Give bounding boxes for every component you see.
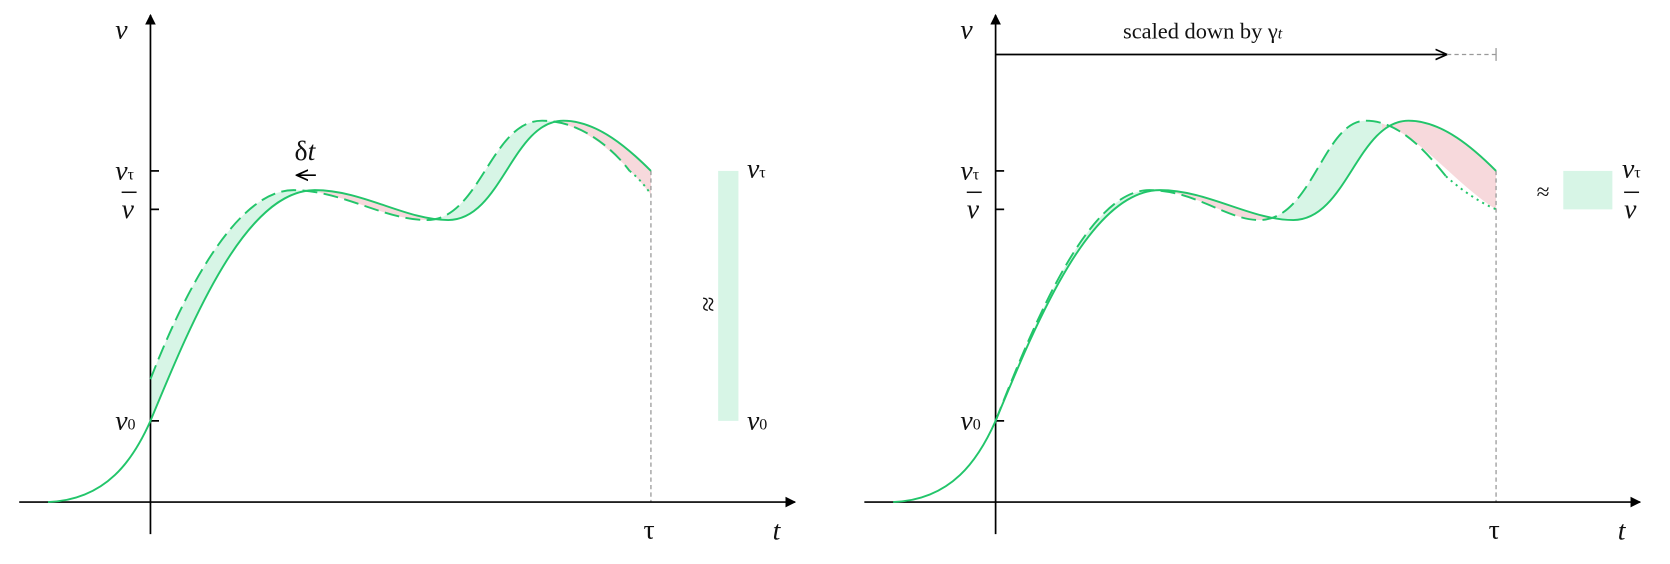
left-panel: v t vτ v v0 τ δt ≈ vτ v0 (19, 13, 797, 546)
scaled-curve (994, 119, 1447, 422)
approx: ≈ (1537, 180, 1550, 206)
scale-note: scaled down by γt (1123, 18, 1283, 43)
v-axis-label: v (115, 14, 128, 45)
range-bar (1563, 170, 1613, 210)
gain-area (995, 120, 1382, 421)
t-axis-label: t (1618, 515, 1627, 546)
shifted-curve (149, 119, 631, 380)
tick-label: vτ (960, 155, 979, 186)
tick-label: v0 (960, 405, 980, 436)
tick-label: v0 (115, 405, 135, 436)
tick-label: vτ (115, 155, 134, 186)
bar-label: vτ (1622, 153, 1641, 184)
solid-curve (47, 119, 652, 504)
v-axis-label: v (960, 14, 973, 45)
tau-label: τ (643, 514, 654, 545)
range-bar (718, 170, 739, 421)
tau-label: τ (1489, 514, 1500, 545)
gain-area (150, 120, 555, 421)
right-panel: v t vτ v v0 τ scaled down by γt ≈ vτ v (864, 13, 1641, 546)
loss-area (1163, 120, 1497, 421)
bar-label: v (1624, 194, 1637, 225)
tick-label: v (122, 194, 135, 225)
approx: ≈ (692, 297, 723, 312)
bar-label: vτ (747, 153, 766, 184)
t-axis-label: t (773, 515, 782, 546)
shift-label: δt (295, 136, 317, 167)
bar-label: v0 (747, 405, 767, 436)
loss-area (320, 120, 651, 421)
scaled-curve-end (1445, 175, 1497, 211)
solid-curve (893, 119, 1497, 504)
tick-label: v (967, 194, 980, 225)
